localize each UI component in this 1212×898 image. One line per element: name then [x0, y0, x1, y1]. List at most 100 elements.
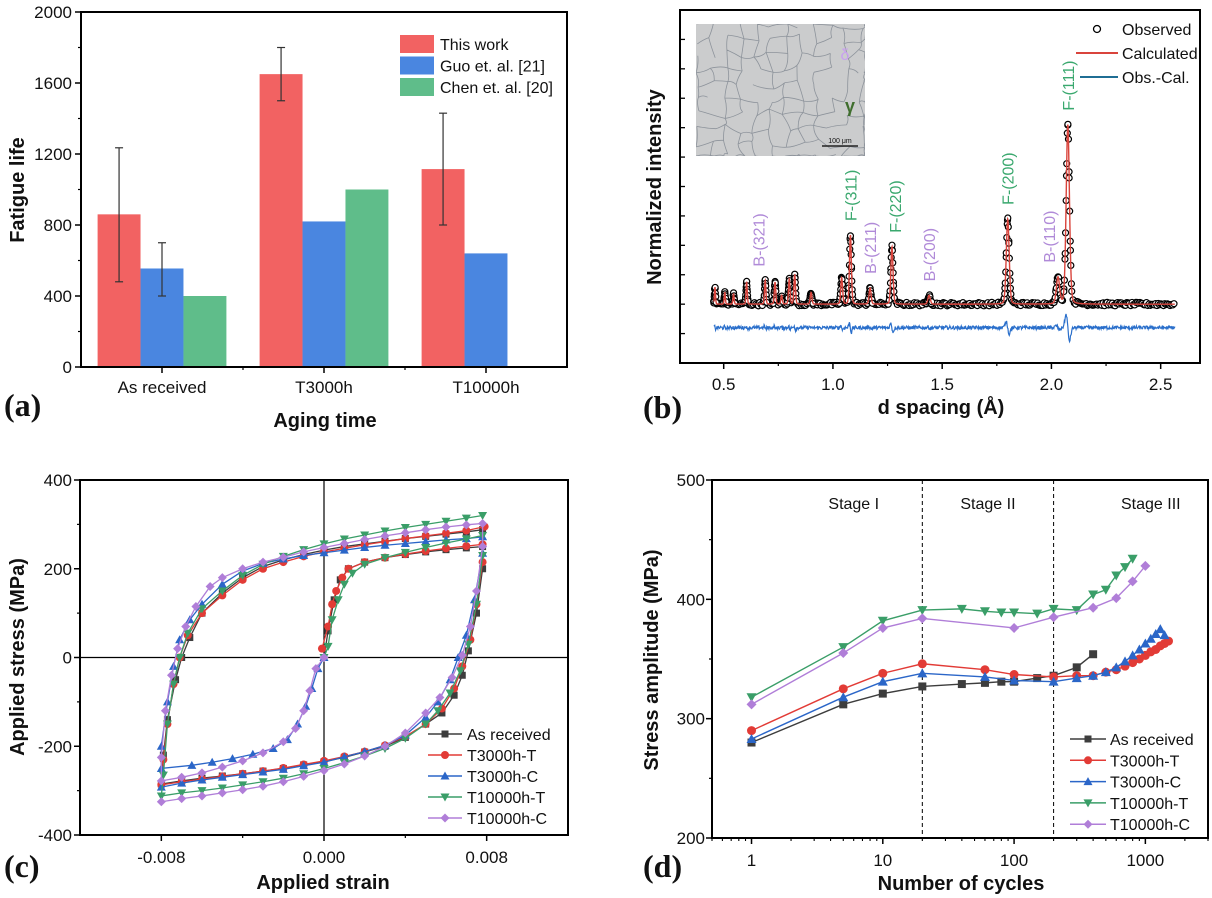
triangle-up-marker — [299, 761, 309, 770]
triangle-up-marker — [207, 757, 217, 766]
triangle-down-marker — [433, 707, 443, 716]
panel-c-hysteresis-loops: -400 -200 0 200 400 -0.008 0.000 0.008 Applied s… — [7, 471, 569, 894]
square-marker — [464, 647, 472, 655]
diamond-marker — [1009, 622, 1020, 633]
diamond-marker — [258, 557, 268, 567]
diamond-marker — [217, 573, 227, 583]
triangle-down-marker — [461, 535, 471, 544]
circle-marker — [338, 573, 347, 582]
difference-line — [713, 313, 1176, 344]
triangle-down-marker — [445, 689, 455, 698]
panel-label: (c) — [4, 848, 40, 884]
square-marker — [441, 730, 449, 738]
circle-marker — [878, 668, 888, 678]
y-tick-label: 2000 — [34, 3, 72, 22]
y-tick-label: 0 — [63, 358, 72, 377]
square-marker — [172, 676, 180, 684]
panel-a-bar-chart: 0 400 800 1200 1600 2000 As received T3000h T100… — [7, 3, 568, 432]
triangle-up-marker — [838, 692, 849, 702]
circle-marker — [462, 542, 471, 551]
bar — [302, 221, 346, 367]
triangle-up-marker — [177, 778, 187, 787]
diamond-marker — [217, 788, 227, 798]
triangle-down-marker — [1088, 590, 1099, 600]
triangle-down-marker — [877, 616, 888, 626]
y-axis-title: Normalized intensity — [644, 88, 666, 284]
diamond-marker — [400, 528, 410, 538]
diamond-marker — [400, 728, 410, 738]
y-axis-title: Stress amplitude (MPa) — [641, 549, 663, 770]
x-tick-label: 1.0 — [821, 375, 845, 394]
triangle-up-marker — [1048, 676, 1059, 686]
diamond-marker — [258, 748, 268, 758]
triangle-down-marker — [441, 517, 451, 526]
legend-label: T3000h-T — [1110, 753, 1180, 770]
legend-swatch — [400, 56, 434, 75]
series-t3000h-t — [747, 636, 1173, 736]
diamond-marker — [360, 751, 370, 761]
triangle-up-marker — [1140, 638, 1151, 648]
triangle-up-marker — [319, 757, 329, 766]
y-tick-label: 400 — [44, 287, 72, 306]
triangle-down-marker — [1100, 585, 1111, 595]
peak-label: F-(220) — [888, 180, 905, 232]
x-axis-title: Aging time — [273, 410, 376, 432]
x-axis-title: Number of cycles — [878, 873, 1045, 895]
grain-boundaries — [696, 24, 865, 156]
circle-marker — [328, 600, 337, 609]
diamond-marker — [1083, 819, 1093, 829]
x-axis-title: Applied strain — [256, 872, 389, 894]
square-marker — [450, 691, 458, 699]
legend-swatch — [400, 78, 434, 96]
triangle-down-marker — [478, 551, 488, 560]
diamond-marker — [156, 752, 166, 762]
triangle-down-marker — [1071, 606, 1082, 616]
diamond-marker — [160, 706, 170, 716]
x-tick-label: 0.000 — [303, 848, 346, 867]
square-marker — [839, 700, 848, 709]
square-marker — [997, 677, 1006, 686]
circle-marker — [324, 622, 333, 631]
square-marker — [438, 709, 446, 717]
diamond-marker — [435, 692, 445, 702]
triangle-up-marker — [217, 772, 227, 781]
diamond-marker — [472, 586, 481, 596]
series-t10000h-c — [746, 560, 1151, 710]
x-tick-label: As received — [118, 378, 207, 397]
square-marker — [980, 678, 989, 687]
circle-marker — [332, 586, 341, 595]
diamond-marker — [465, 621, 475, 631]
legend-label: Observed — [1122, 22, 1191, 39]
triangle-up-marker — [228, 754, 237, 763]
triangle-down-marker — [162, 720, 172, 729]
triangle-down-marker — [400, 523, 410, 532]
bar — [345, 189, 389, 367]
circle-marker — [401, 534, 410, 543]
diamond-marker — [447, 672, 457, 682]
triangle-down-marker — [327, 616, 337, 625]
triangle-down-marker — [400, 548, 410, 557]
series-t10000h-t — [746, 554, 1138, 703]
panel-label: (a) — [4, 387, 41, 423]
triangle-up-marker — [175, 635, 185, 644]
diamond-marker — [205, 582, 215, 591]
diamond-marker — [278, 777, 288, 787]
legend-label: Chen et. al. [20] — [440, 80, 553, 97]
triangle-up-marker — [258, 767, 268, 776]
diamond-marker — [278, 552, 288, 562]
triangle-down-marker — [478, 512, 488, 520]
x-tick-label: 0.5 — [712, 375, 736, 394]
diamond-marker — [421, 525, 431, 535]
circle-marker — [1084, 756, 1092, 765]
diamond-marker — [917, 613, 928, 624]
diamond-marker — [339, 759, 349, 769]
diamond-marker — [173, 644, 183, 654]
diamond-marker — [478, 542, 488, 552]
triangle-up-marker — [156, 741, 166, 750]
triangle-down-marker — [197, 787, 207, 796]
square-marker — [878, 689, 887, 698]
diamond-marker — [305, 686, 315, 696]
triangle-up-marker — [360, 542, 370, 551]
diamond-marker — [339, 538, 349, 548]
